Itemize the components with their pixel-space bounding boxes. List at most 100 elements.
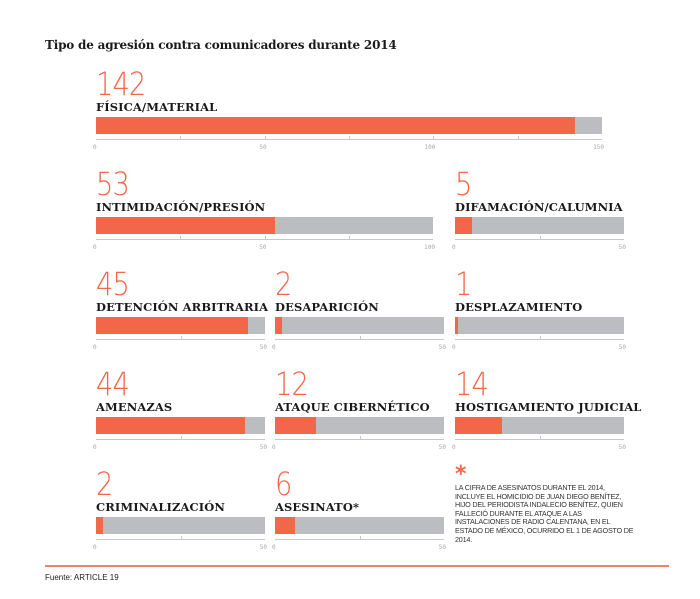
- tick-label: 150: [593, 144, 604, 151]
- chart-title: Tipo de agresión contra comunicadores du…: [45, 38, 397, 52]
- category-label: AMENAZAS: [96, 400, 173, 414]
- footer-rule: [45, 565, 669, 567]
- value-label: 2: [96, 465, 113, 503]
- bar-panel: 12 ATAQUE CIBERNÉTICO 0 50: [272, 365, 446, 458]
- bar-fill: [455, 217, 472, 234]
- tick-label: 50: [259, 344, 267, 351]
- footnote-asterisk: *: [455, 462, 467, 487]
- category-label: INTIMIDACIÓN/PRESIÓN: [96, 200, 266, 214]
- category-label: ATAQUE CIBERNÉTICO: [275, 400, 430, 414]
- category-label: DESAPARICIÓN: [275, 300, 379, 314]
- tick-label: 50: [438, 444, 446, 451]
- axis-tick: [180, 236, 182, 240]
- tick-label: 50: [438, 344, 446, 351]
- bar-track: [96, 317, 265, 334]
- bar-track: [455, 317, 624, 334]
- tick-label: 50: [259, 244, 267, 251]
- bar-panel: 2 CRIMINALIZACIÓN 0 50: [93, 465, 267, 558]
- axis-tick: [264, 236, 266, 240]
- axis-tick: [180, 536, 182, 540]
- tick-label: 0: [93, 544, 97, 551]
- tick-label: 50: [438, 544, 446, 551]
- tick-label: 0: [93, 344, 97, 351]
- value-label: 45: [96, 265, 130, 303]
- category-label: CRIMINALIZACIÓN: [96, 500, 225, 514]
- value-label: 14: [455, 365, 489, 403]
- category-label: DIFAMACIÓN/CALUMNIA: [455, 200, 623, 214]
- axis-tick: [539, 336, 541, 340]
- bar-panel: 44 AMENAZAS 0 50: [93, 365, 267, 458]
- axis-tick: [348, 236, 350, 240]
- value-label: 44: [96, 365, 130, 403]
- axis-tick: [517, 136, 519, 140]
- bar-fill: [275, 417, 316, 434]
- bar-fill: [96, 517, 103, 534]
- tick-label: 100: [424, 244, 435, 251]
- value-label: 12: [275, 365, 309, 403]
- axis-tick: [359, 536, 361, 540]
- footnote-text: La cifra de asesinatos durante el 2014, …: [455, 483, 634, 544]
- tick-label: 50: [259, 144, 267, 151]
- category-label: FÍSICA/MATERIAL: [96, 100, 218, 114]
- bar-track: [455, 217, 624, 234]
- tick-label: 0: [272, 544, 276, 551]
- axis-tick: [539, 236, 541, 240]
- bar-fill: [96, 317, 249, 334]
- bar-track: [275, 317, 444, 334]
- tick-label: 50: [259, 544, 267, 551]
- bar-panel: 5 DIFAMACIÓN/CALUMNIA 0 50: [452, 165, 626, 258]
- bar-fill: [96, 217, 275, 234]
- tick-label: 50: [259, 444, 267, 451]
- tick-label: 0: [272, 344, 276, 351]
- tick-label: 0: [93, 244, 97, 251]
- bar-panel: 2 DESAPARICIÓN 0 50: [272, 268, 446, 358]
- category-label: DETENCIÓN ARBITRARIA: [96, 300, 269, 314]
- tick-label: 0: [452, 344, 456, 351]
- bar-panel: 14 HOSTIGAMIENTO JUDICIAL 0 50: [452, 365, 641, 458]
- axis-tick: [180, 436, 182, 440]
- bar-panel: 6 ASESINATO* 0 50: [272, 465, 446, 558]
- bar-panel: 1 DESPLAZAMIENTO 0 50: [452, 265, 626, 358]
- category-label: ASESINATO*: [275, 500, 360, 514]
- tick-label: 0: [93, 144, 97, 151]
- axis-tick: [359, 436, 361, 440]
- axis-tick: [359, 336, 361, 340]
- tick-label: 50: [618, 444, 626, 451]
- bar-track: [455, 417, 624, 434]
- value-label: 142: [96, 65, 146, 103]
- tick-label: 0: [93, 444, 97, 451]
- value-label: 53: [96, 165, 130, 203]
- value-label: 5: [455, 165, 472, 203]
- bar-fill: [455, 417, 503, 434]
- bar-fill: [275, 517, 296, 534]
- bar-panel: 45 DETENCIÓN ARBITRARIA 0 50: [93, 265, 269, 358]
- category-label: DESPLAZAMIENTO: [455, 300, 583, 314]
- bar-fill: [96, 117, 575, 134]
- bar-fill: [275, 317, 282, 334]
- tick-label: 50: [618, 244, 626, 251]
- bar-track: [96, 217, 433, 234]
- tick-label: 0: [452, 244, 456, 251]
- value-label: 1: [455, 265, 472, 303]
- tick-label: 100: [424, 144, 436, 151]
- axis-tick: [180, 336, 182, 340]
- tick-label: 50: [618, 344, 626, 351]
- bar-fill: [455, 317, 459, 334]
- tick-label: 0: [272, 444, 276, 451]
- bar-fill: [96, 417, 245, 434]
- tick-label: 0: [452, 444, 456, 451]
- axis-tick: [349, 136, 350, 140]
- bar-track: [275, 417, 444, 434]
- category-label: HOSTIGAMIENTO JUDICIAL: [455, 400, 642, 414]
- axis-tick: [433, 136, 435, 140]
- value-label: 6: [275, 465, 292, 503]
- bar-track: [275, 517, 444, 534]
- bar-track: [96, 517, 265, 534]
- axis-tick: [180, 136, 182, 140]
- bar-panel: 53 INTIMIDACIÓN/PRESIÓN 0 50 100: [93, 165, 435, 258]
- axis-tick: [539, 436, 541, 440]
- bar-panel: 142 FÍSICA/MATERIAL 0 50 100 150: [93, 65, 604, 158]
- source-text: Fuente: ARTICLE 19: [45, 573, 119, 582]
- bar-track: [96, 417, 265, 434]
- axis-tick: [264, 136, 266, 140]
